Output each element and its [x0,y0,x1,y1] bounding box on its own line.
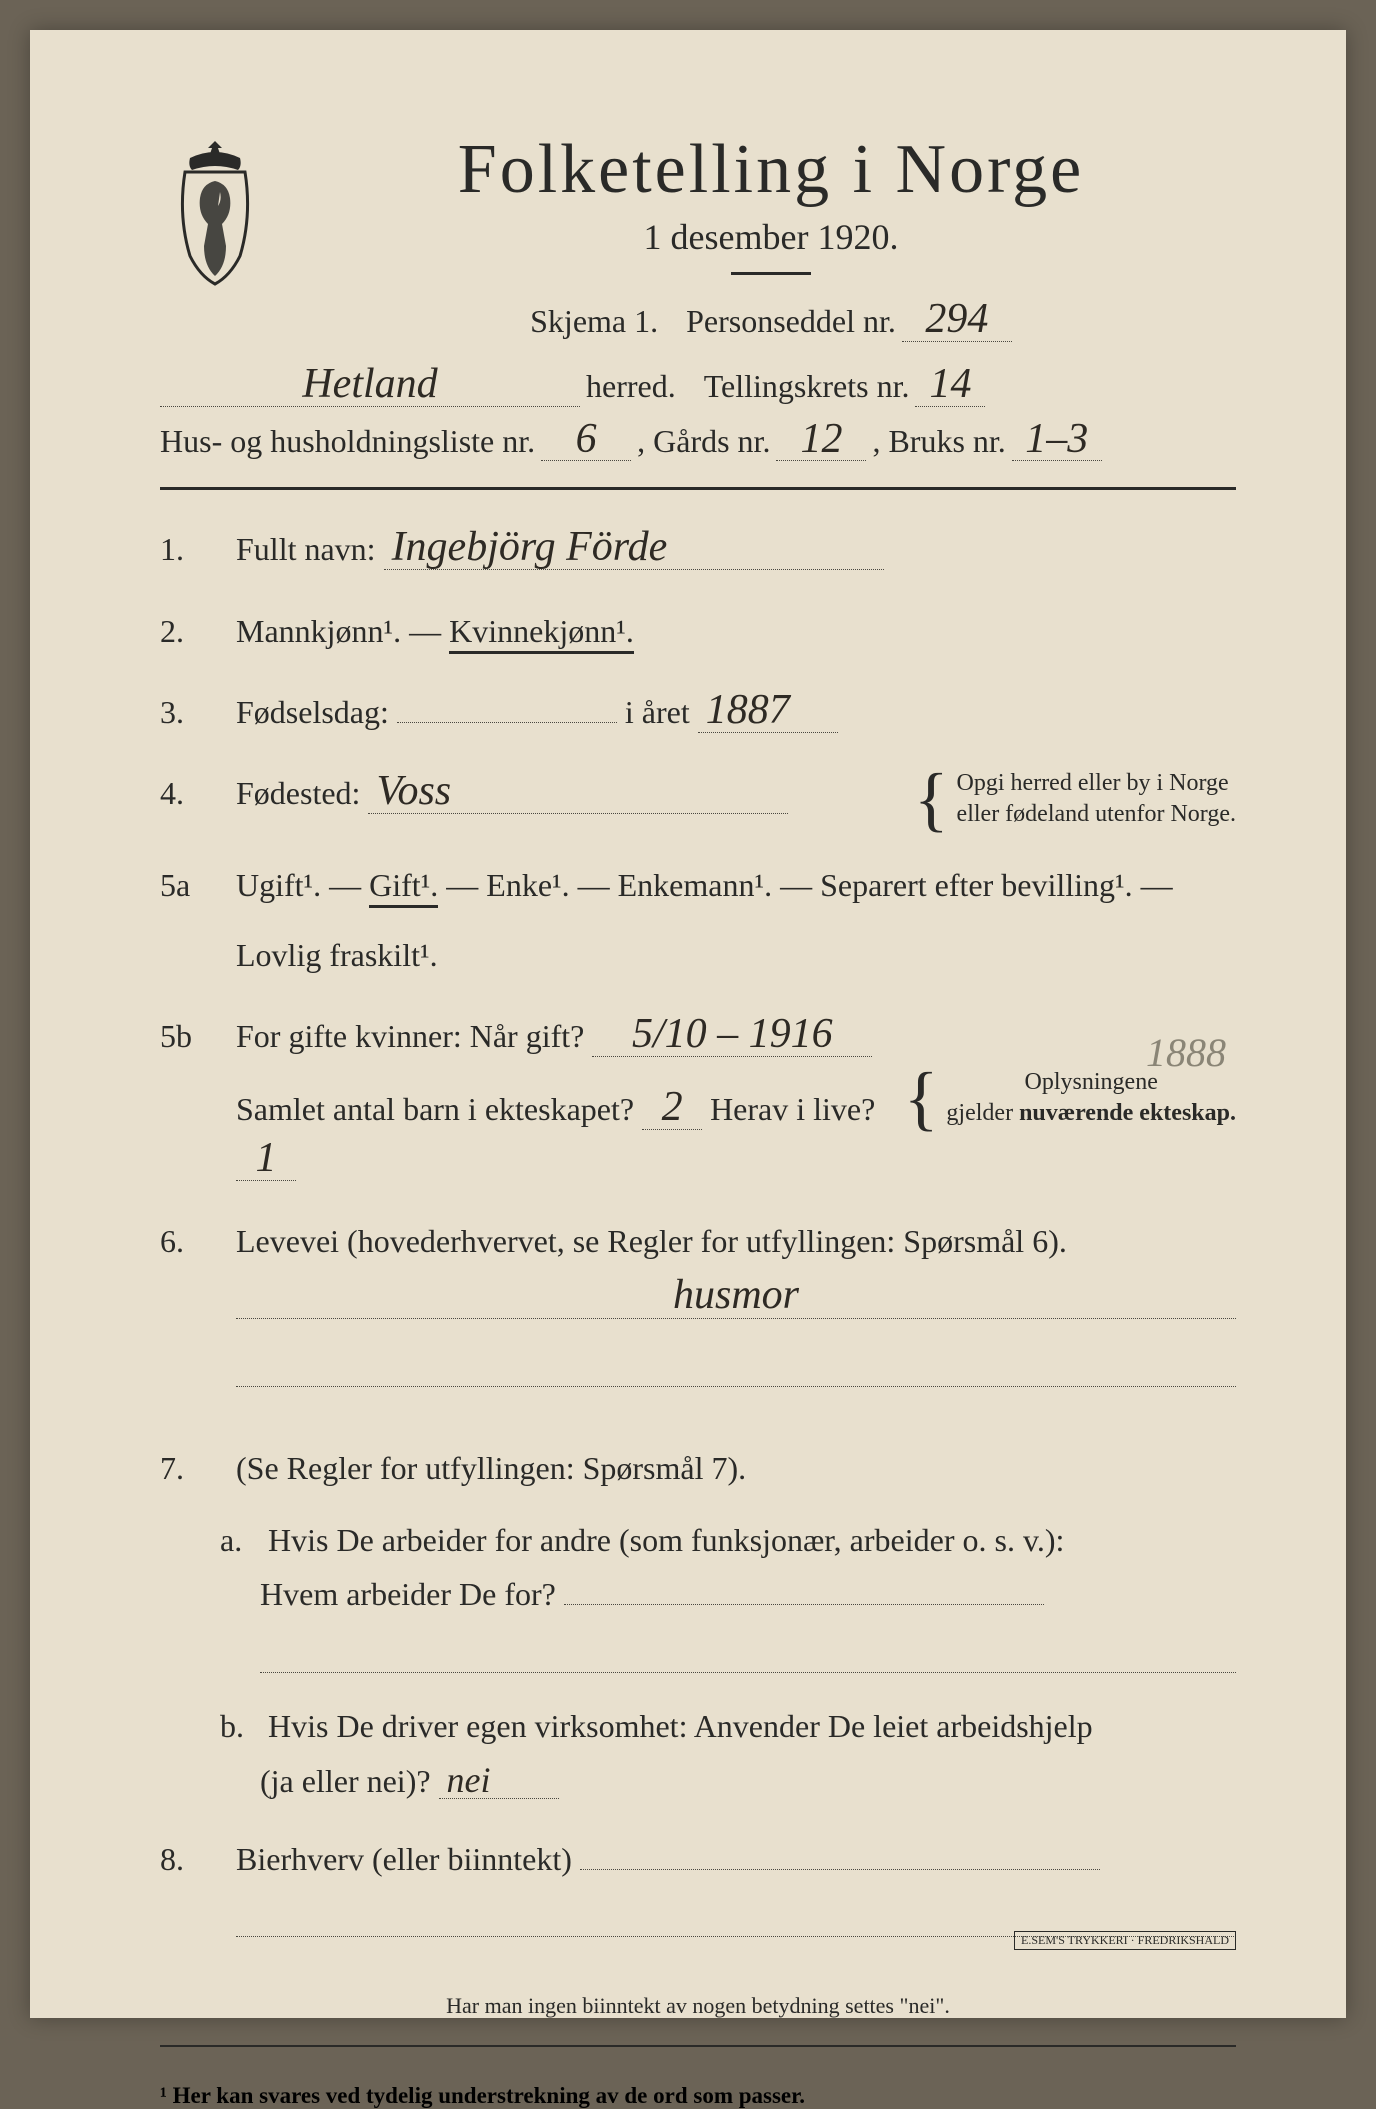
q7a-blank2 [260,1631,1236,1673]
q3-day [397,720,617,723]
q5a-enke: Enke¹. [486,867,569,903]
q5b-note2: gjelder [946,1100,1019,1126]
q4-value: Voss [368,773,788,814]
q5b-label1: For gifte kvinner: Når gift? [236,1018,584,1054]
q8-label: Bierhverv (eller biinntekt) [236,1841,572,1877]
q3: 3. Fødselsdag: i året 1887 [160,687,1236,738]
q7a-value [564,1602,1044,1605]
q7a: a. Hvis De arbeider for andre (som funks… [220,1513,1236,1674]
census-form-page: Folketelling i Norge 1 desember 1920. Sk… [30,30,1346,2018]
q4-note: { Opgi herred eller by i Norge eller fød… [914,768,1236,830]
q3-mid: i året [625,694,690,730]
footnote-main: ¹ Her kan svares ved tydelig understrekn… [160,2083,1236,2109]
q4-note1: Opgi herred eller by i Norge [957,768,1236,799]
q5b-barn: 2 [642,1089,702,1130]
q7b-value: nei [439,1764,559,1799]
q2-dash: — [409,613,449,649]
bottom-divider [160,2045,1236,2047]
hus-line: Hus- og husholdningsliste nr. 6 , Gårds … [160,421,1236,462]
q7a-text2: Hvem arbeider De for? [260,1576,556,1612]
personseddel-label: Personseddel nr. [686,303,896,340]
q5b-label3: Herav i live? [710,1091,875,1127]
q6-label: Levevei (hovederhvervet, se Regler for u… [236,1223,1067,1259]
q2-kvinne: Kvinnekjønn¹. [449,613,634,654]
q7b: b. Hvis De driver egen virksomhet: Anven… [220,1699,1236,1808]
q5a-gift: Gift¹. [369,867,438,908]
q1-label: Fullt navn: [236,531,376,567]
skjema-label: Skjema 1. [530,303,658,340]
subtitle: 1 desember 1920. [306,216,1236,258]
q5a-separert: Separert efter bevilling¹. [820,867,1133,903]
tellingskrets-label: Tellingskrets nr. [704,368,910,405]
q7: 7. (Se Regler for utfyllingen: Spørsmål … [160,1443,1236,1494]
q2: 2. Mannkjønn¹. — Kvinnekjønn¹. [160,606,1236,657]
q5a-enkemann: Enkemann¹. [618,867,772,903]
q8-num: 8. [160,1834,216,1885]
skjema-line: Skjema 1. Personseddel nr. 294 [306,301,1236,342]
q5b: 5b For gifte kvinner: Når gift? 5/10 – 1… [160,1011,1236,1187]
q4: 4. Fødested: Voss { Opgi herred eller by… [160,768,1236,830]
q3-num: 3. [160,687,216,738]
q5b-gift: 5/10 – 1916 [592,1016,872,1057]
footnote-nei: Har man ingen biinntekt av nogen betydni… [160,1993,1236,2019]
q6-num: 6. [160,1216,216,1267]
q7a-letter: a. [220,1513,260,1567]
q6: 6. Levevei (hovederhvervet, se Regler fo… [160,1216,1236,1413]
q5a-fraskilt: Lovlig fraskilt¹. [236,937,438,973]
coat-of-arms-icon [160,136,270,286]
q5a: 5a Ugift¹. — Gift¹. — Enke¹. — Enkemann¹… [160,860,1236,980]
q5b-live: 1 [236,1140,296,1181]
q4-note2: eller fødeland utenfor Norge. [957,799,1236,830]
q7-label: (Se Regler for utfyllingen: Spørsmål 7). [236,1450,746,1486]
q1: 1. Fullt navn: Ingebjörg Förde [160,524,1236,575]
gards-label: , Gårds nr. [637,423,770,460]
q7b-text2: (ja eller nei)? [260,1763,431,1799]
q3-label: Fødselsdag: [236,694,389,730]
q7-num: 7. [160,1443,216,1494]
herred-label: herred. [586,368,676,405]
q1-value: Ingebjörg Förde [384,529,884,570]
header-divider [160,487,1236,490]
q7a-text1: Hvis De arbeider for andre (som funksjon… [268,1522,1064,1558]
printer-mark: E.SEM'S TRYKKERI · FREDRIKSHALD [1014,1931,1236,1950]
title-divider [731,272,811,275]
q4-num: 4. [160,768,216,819]
herred-line: Hetland herred. Tellingskrets nr. 14 [160,366,1236,407]
hus-label: Hus- og husholdningsliste nr. [160,423,535,460]
gards-nr: 12 [776,421,866,462]
q6-value: husmor [236,1277,1236,1319]
personseddel-nr: 294 [902,301,1012,342]
q1-num: 1. [160,524,216,575]
main-title: Folketelling i Norge [306,130,1236,210]
q5a-num: 5a [160,860,216,911]
q4-label: Fødested: [236,775,360,811]
q5b-note2b: nuværende ekteskap. [1019,1100,1236,1126]
q3-year: 1887 [698,692,838,733]
title-block: Folketelling i Norge 1 desember 1920. Sk… [306,130,1236,356]
q2-num: 2. [160,606,216,657]
bruks-label: , Bruks nr. [872,423,1005,460]
q7b-letter: b. [220,1699,260,1753]
q5b-label2: Samlet antal barn i ekteskapet? [236,1091,634,1127]
q5b-num: 5b [160,1011,216,1062]
header: Folketelling i Norge 1 desember 1920. Sk… [160,130,1236,356]
q5b-pencil: 1888 [1146,1021,1226,1085]
q6-blank2 [236,1345,1236,1387]
q7b-text1: Hvis De driver egen virksomhet: Anvender… [268,1708,1093,1744]
hus-nr: 6 [541,421,631,462]
herred-value: Hetland [160,366,580,407]
q2-mann: Mannkjønn¹. [236,613,401,649]
tellingskrets-nr: 14 [915,366,985,407]
q8-value [580,1867,1100,1870]
bruks-nr: 1–3 [1012,421,1102,462]
q5a-ugift: Ugift¹. [236,867,321,903]
